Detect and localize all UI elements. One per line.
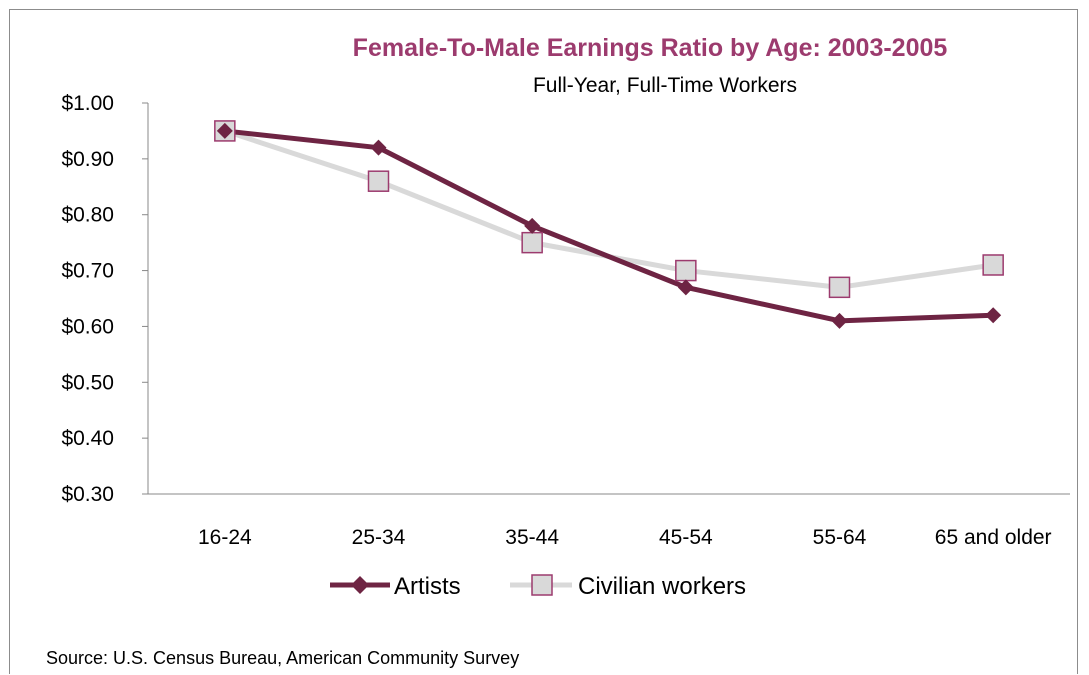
- civilian-point: [521, 231, 543, 254]
- legend: Artists Civilian workers: [330, 573, 746, 600]
- y-tick-label: $0.50: [61, 371, 114, 394]
- civilian-series-line: [224, 128, 994, 290]
- y-tick-label: $0.30: [61, 483, 114, 506]
- chart-subtitle: Full-Year, Full-Time Workers: [533, 74, 797, 97]
- civilian-point: [367, 170, 390, 192]
- civilian-point: [982, 254, 1004, 276]
- legend-civilian-marker: [531, 574, 553, 596]
- artists-series-line: [224, 128, 994, 324]
- y-tick-label: $0.60: [61, 315, 114, 338]
- civilian-point: [675, 259, 697, 282]
- artists-point: [677, 279, 694, 296]
- artists-point: [985, 307, 1002, 324]
- artists-point: [370, 139, 387, 156]
- y-tick-label: $0.70: [61, 260, 114, 283]
- y-tick-label: $1.00: [61, 92, 114, 115]
- civilian-point: [828, 276, 851, 299]
- y-tick-label: $0.40: [61, 427, 114, 450]
- y-tick-label: $0.90: [61, 148, 114, 171]
- legend-artists-label: Artists: [394, 573, 461, 600]
- x-axis-ticks: 16-24 25-34 35-44 45-54 55-64 65 and older: [198, 526, 1052, 549]
- artists-point: [216, 122, 233, 139]
- x-tick-label: 65 and older: [935, 526, 1052, 549]
- x-tick-label: 45-54: [659, 526, 713, 549]
- artists-point: [831, 312, 848, 329]
- chart-title: Female-To-Male Earnings Ratio by Age: 20…: [353, 34, 948, 62]
- x-tick-label: 16-24: [198, 526, 252, 549]
- x-tick-label: 55-64: [813, 526, 867, 549]
- x-tick-label: 35-44: [505, 526, 559, 549]
- series-layer: [214, 120, 1004, 329]
- y-tick-label: $0.80: [61, 204, 114, 227]
- y-axis-ticks: $1.00 $0.90 $0.80 $0.70 $0.60 $0.50 $0.40 $0.30: [61, 92, 148, 506]
- artists-point: [524, 217, 541, 234]
- x-tick-label: 25-34: [352, 526, 406, 549]
- legend-artists-marker: [351, 576, 369, 594]
- legend-civilian-label: Civilian workers: [578, 573, 746, 600]
- source-note: Source: U.S. Census Bureau, American Com…: [46, 648, 519, 668]
- chart-frame: [9, 9, 1078, 674]
